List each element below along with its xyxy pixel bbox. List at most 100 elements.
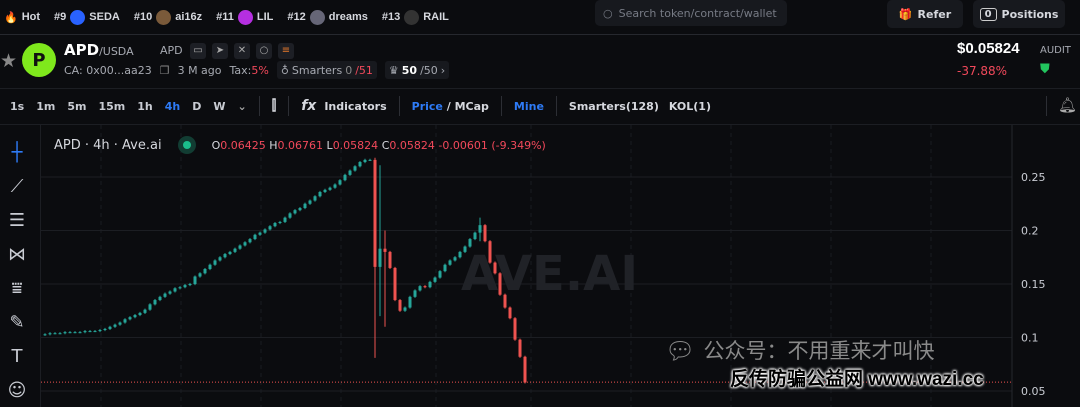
candle-body [318,191,322,197]
timeframe-W[interactable]: W [213,99,226,113]
candle-body [308,200,312,204]
candle-body [203,269,207,274]
candle-body [408,296,412,308]
holders-pill[interactable]: ♛ 50/50 › [384,61,450,79]
trending-item[interactable]: #11 LIL [216,9,273,25]
timeframe-5m[interactable]: 5m [67,99,87,113]
divider [1046,96,1047,116]
text-icon[interactable]: T [11,345,23,367]
divider [398,96,400,116]
candle-body [173,288,177,292]
trending-item[interactable]: #13 RAIL [382,9,449,25]
timeframe-15m[interactable]: 15m [98,99,126,113]
copy-icon[interactable]: ❐ [159,63,170,77]
timeframe-4h[interactable]: 4h [164,99,181,113]
y-tick-label: 0.05 [1021,385,1046,398]
star-icon[interactable]: ★ [0,50,18,72]
open-value: 0.06425 [220,138,266,152]
candle-body [388,251,392,268]
token-icon [237,9,253,25]
brush-icon[interactable]: ✎ [9,311,25,333]
chevron-down-icon[interactable]: ⌄ [237,99,247,113]
candle-body [278,221,282,224]
trending-name: ai16z [175,11,203,23]
search-twitter-icon[interactable]: ○ [256,43,272,59]
mine-button[interactable]: Mine [513,99,544,113]
candle-body [448,260,452,265]
candle-body [68,332,72,334]
telegram-icon[interactable]: ➤ [212,43,228,59]
crosshair-icon[interactable]: ┼ [11,141,23,163]
gift-icon: 🎁 [898,7,913,21]
refer-button[interactable]: 🎁 Refer [887,0,963,28]
candle-body [463,246,467,252]
divider [555,96,557,116]
trending-item[interactable]: #10 ai16z [134,9,203,25]
candlestick-icon[interactable]: ⫿ [271,98,277,114]
x-icon[interactable]: ✕ [234,43,250,59]
wechat-icon: 💬︎ [665,337,696,365]
candle-body [378,248,382,267]
timeframe-list: 1s 1m 5m 15m 1h 4h D W [10,100,238,113]
tax-value: 5% [251,63,269,77]
horizontal-lines-icon[interactable]: ☰ [8,209,26,231]
candle-body [83,331,87,333]
candle-body [233,248,237,252]
candle-body [413,290,417,297]
trending-item[interactable]: #9 SEDA [54,9,120,25]
token-icon [70,9,86,25]
trend-line-icon[interactable]: ⟋ [10,175,24,197]
candle-body [48,333,52,335]
candle-body [193,276,197,284]
candle-body [423,286,427,288]
timeframe-1m[interactable]: 1m [36,99,56,113]
price-chart[interactable]: 0.25 0.2 0.15 0.1 0.05 AVE.AI [41,125,1080,407]
candle-body [168,291,172,294]
change-value: -0.00601 (-9.349%) [438,138,546,152]
close-value: 0.05824 [389,138,435,152]
divider [0,34,1080,35]
candle-body [523,356,527,383]
search-input[interactable]: ○ Search token/contract/wallet [595,0,787,26]
candle-body [163,293,167,297]
candle-body [473,232,477,240]
price-mcap-toggle[interactable]: Price / MCap [412,100,489,113]
candle-body [368,159,372,161]
candle-body [213,260,217,265]
kol-button[interactable]: KOL(1) [668,99,711,113]
divider [258,96,260,116]
candle-body [103,328,107,331]
tax: Tax:5% [230,64,269,77]
y-tick-label: 0.1 [1021,332,1039,345]
pattern-icon[interactable]: ⋈ [8,243,26,265]
timeframe-1h[interactable]: 1h [137,99,153,113]
fib-icon[interactable]: ⩸ [11,277,23,299]
candle-body [373,159,377,267]
timeframe-1s[interactable]: 1s [10,99,25,113]
smarters-button[interactable]: Smarters(128) [568,99,659,113]
bell-icon[interactable]: 🔔︎ [1058,96,1078,114]
candle-body [133,315,137,318]
candle-body [348,170,352,175]
candle-body [303,203,307,209]
smarters-pill[interactable]: ♁ Smarters 0/51 [276,61,377,79]
candle-body [338,180,342,185]
token-age: 3 M ago [177,63,222,77]
coins-icon[interactable]: ≡ [278,43,294,59]
trending-item[interactable]: #12 dreams [287,9,368,25]
candle-body [223,254,227,258]
candle-body [393,267,397,301]
candle-body [363,159,367,163]
chain-tag: APD [160,44,183,57]
emoji-icon[interactable]: ☺ [7,379,27,401]
candle-body [188,284,192,286]
positions-button[interactable]: 0 Positions [973,0,1065,28]
candle-body [128,317,132,320]
y-tick-label: 0.25 [1021,171,1046,184]
timeframe-D[interactable]: D [192,99,202,113]
website-icon[interactable]: ▭ [190,43,206,59]
candle-body [433,277,437,282]
indicators-button[interactable]: Indicators [324,99,387,113]
audit-link[interactable]: AUDIT [1040,45,1071,56]
status-dot [177,136,196,154]
